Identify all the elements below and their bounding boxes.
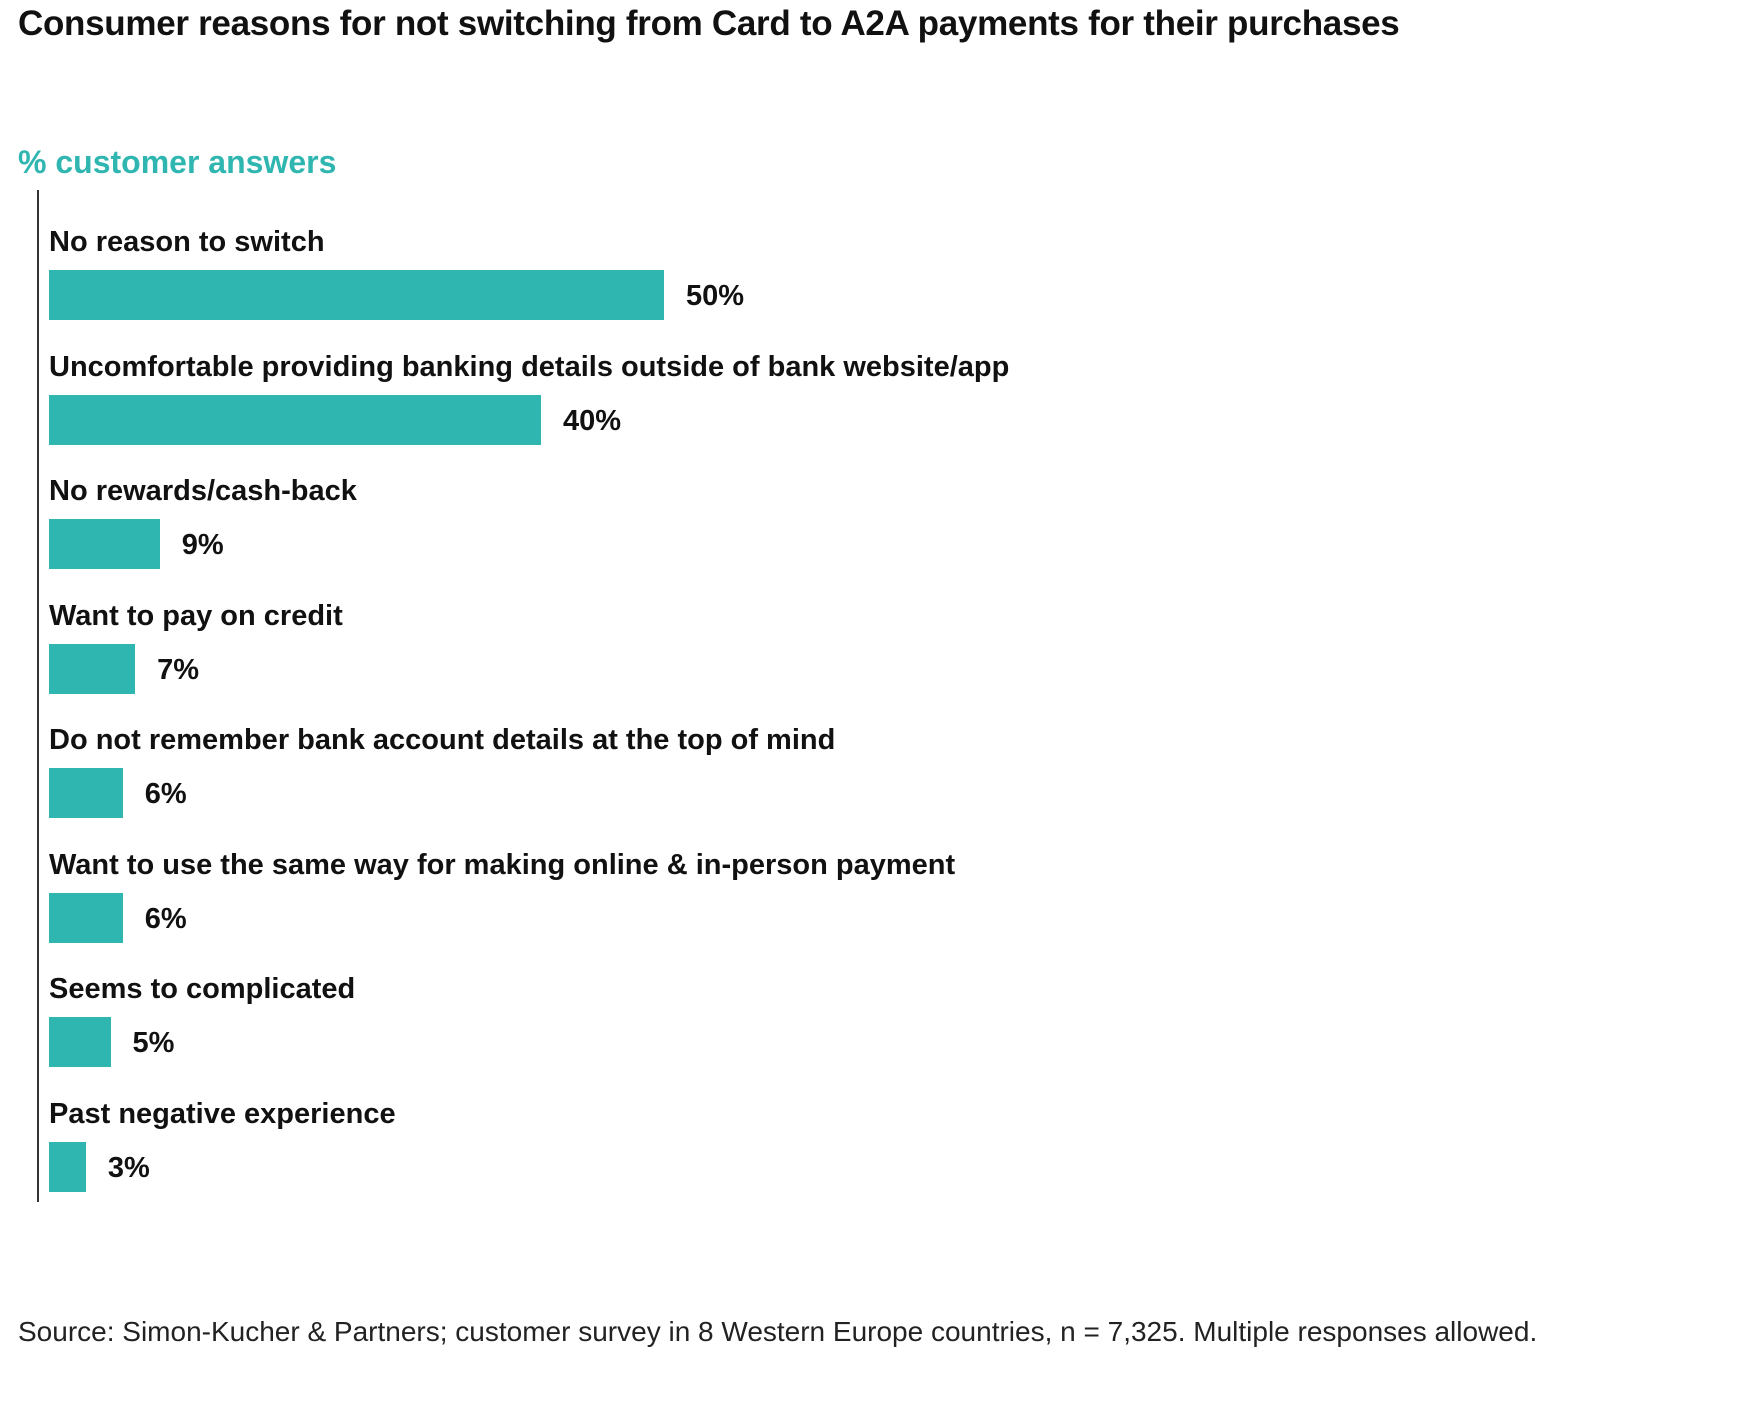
bar [49,768,123,818]
bar [49,270,664,320]
category-label: No reason to switch [49,226,325,258]
category-label: Want to pay on credit [49,599,343,632]
category-label: Do not remember bank account details at … [49,724,836,756]
bar [49,1141,86,1192]
chart-subtitle: % customer answers [18,144,337,180]
value-label: 6% [144,902,187,935]
value-label: 50% [686,280,745,312]
category-label: Past negative experience [49,1097,396,1130]
value-label: 5% [132,1027,175,1059]
source-note: Source: Simon-Kucher & Partners; custome… [18,1316,1538,1347]
bar [49,519,160,569]
bar [49,1017,111,1067]
bar [49,394,541,445]
chart-title: Consumer reasons for not switching from … [18,4,1400,43]
category-label: Uncomfortable providing banking details … [49,350,1010,383]
value-label: 6% [144,778,187,810]
bar [49,643,136,694]
bar [49,892,123,943]
category-label: Want to use the same way for making onli… [49,848,956,881]
category-label: No rewards/cash-back [49,475,357,507]
category-label: Seems to complicated [49,973,356,1005]
value-label: 3% [107,1151,150,1184]
category-axis-line [37,190,39,1202]
value-label: 7% [157,653,200,686]
value-label: 9% [181,529,224,561]
value-label: 40% [563,404,622,437]
